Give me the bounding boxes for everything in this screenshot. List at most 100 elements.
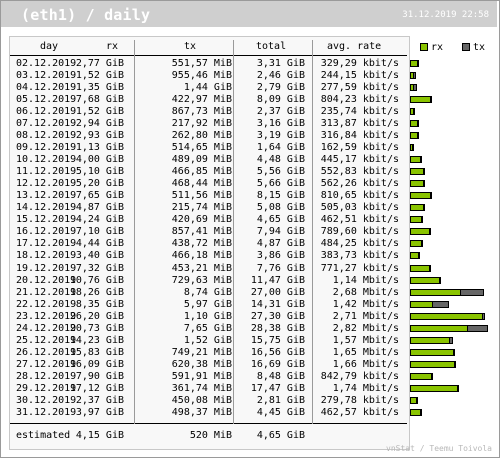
tx-bar	[423, 168, 425, 176]
row-rx: 3,40 GiB	[75, 250, 124, 262]
table-row: 15.12.2019 4,24 GiB 420,69 MiB 4,65 GiB 462,…	[0, 214, 500, 226]
row-avg-rate: 462,51 kbit/s	[320, 214, 399, 226]
rx-bar	[410, 360, 455, 368]
estimated-tx: 520 MiB	[189, 430, 232, 441]
row-total: 7,76 GiB	[256, 262, 305, 274]
row-avg-rate: 1,65 Mbit/s	[332, 346, 399, 358]
row-avg-rate: 552,83 kbit/s	[320, 166, 399, 178]
row-total: 3,86 GiB	[256, 250, 305, 262]
row-total: 4,65 GiB	[256, 214, 305, 226]
row-rx: 1,35 GiB	[75, 82, 124, 94]
estimated-total: 4,65 GiB	[256, 430, 305, 441]
row-day: 04.12.2019	[16, 82, 77, 94]
tx-bar	[413, 108, 415, 116]
table-row: 26.12.2019 15,83 GiB 749,21 MiB 16,56 GiB 1,…	[0, 347, 500, 359]
row-avg-rate: 789,60 kbit/s	[320, 226, 399, 238]
table-row: 19.12.2019 7,32 GiB 453,21 MiB 7,76 GiB 771,…	[0, 263, 500, 275]
table-row: 17.12.2019 4,44 GiB 438,72 MiB 4,87 GiB 484,…	[0, 238, 500, 250]
tx-bar	[460, 288, 484, 296]
row-rx: 7,68 GiB	[75, 94, 124, 106]
row-tx: 262,80 MiB	[171, 130, 232, 142]
rx-bar	[410, 324, 468, 332]
tx-bar	[421, 216, 423, 224]
col-header-total: total	[256, 41, 287, 52]
row-day: 03.12.2019	[16, 70, 77, 82]
row-tx: 453,21 MiB	[171, 262, 232, 274]
row-rx: 3,97 GiB	[75, 406, 124, 418]
tx-bar	[482, 312, 485, 320]
row-avg-rate: 810,65 kbit/s	[320, 190, 399, 202]
row-tx: 749,21 MiB	[171, 346, 232, 358]
row-total: 27,30 GiB	[250, 310, 305, 322]
row-day: 05.12.2019	[16, 94, 77, 106]
row-total: 1,64 GiB	[256, 142, 305, 154]
row-day: 31.12.2019	[16, 406, 77, 418]
row-total: 3,16 GiB	[256, 118, 305, 130]
rx-bar	[410, 96, 431, 104]
row-total: 5,56 GiB	[256, 166, 305, 178]
header-divider	[10, 55, 407, 56]
row-day: 02.12.2019	[16, 58, 77, 69]
row-tx: 955,46 MiB	[171, 70, 232, 82]
rx-bar	[410, 204, 424, 212]
row-total: 2,81 GiB	[256, 394, 305, 406]
row-rx: 2,37 GiB	[75, 394, 124, 406]
tx-bar	[417, 120, 419, 128]
row-tx: 466,85 MiB	[171, 166, 232, 178]
row-total: 7,94 GiB	[256, 226, 305, 238]
row-rx: 8,35 GiB	[75, 298, 124, 310]
legend-rx: rx	[420, 43, 443, 53]
table-row: 10.12.2019 4,00 GiB 489,09 MiB 4,48 GiB 445,…	[0, 154, 500, 166]
rx-bar	[410, 264, 430, 272]
tx-bar	[430, 96, 432, 104]
row-total: 2,37 GiB	[256, 106, 305, 118]
row-day: 17.12.2019	[16, 238, 77, 250]
row-rx: 14,23 GiB	[69, 334, 124, 346]
row-avg-rate: 462,57 kbit/s	[320, 406, 399, 418]
row-tx: 1,52 GiB	[183, 334, 232, 346]
rx-bar	[410, 192, 431, 200]
tx-bar	[432, 300, 449, 308]
row-day: 25.12.2019	[16, 334, 77, 346]
row-total: 8,09 GiB	[256, 94, 305, 106]
row-tx: 422,97 MiB	[171, 94, 232, 106]
row-total: 28,38 GiB	[250, 322, 305, 334]
generated-datetime: 31.12.2019 22:58	[402, 10, 489, 20]
tx-bar	[413, 84, 417, 92]
table-row: 03.12.2019 1,52 GiB 955,46 MiB 2,46 GiB 244,…	[0, 70, 500, 82]
row-day: 19.12.2019	[16, 262, 77, 274]
table-row: 08.12.2019 2,93 GiB 262,80 MiB 3,19 GiB 316,…	[0, 130, 500, 142]
col-header-tx: tx	[184, 41, 197, 52]
tx-bar	[417, 60, 419, 67]
table-row: 12.12.2019 5,20 GiB 468,44 MiB 5,66 GiB 562,…	[0, 178, 500, 190]
tx-bar	[454, 360, 456, 368]
row-rx: 4,44 GiB	[75, 238, 124, 250]
legend-rx-swatch	[420, 43, 428, 51]
row-tx: 498,37 MiB	[171, 406, 232, 418]
row-avg-rate: 244,15 kbit/s	[320, 70, 399, 82]
rx-bar	[410, 348, 454, 356]
tx-bar	[429, 264, 431, 272]
footer-credit: vnStat / Teemu Toivola	[386, 444, 492, 453]
tx-bar	[467, 324, 488, 332]
row-day: 28.12.2019	[16, 370, 77, 382]
row-avg-rate: 804,23 kbit/s	[320, 94, 399, 106]
estimated-row: estimated 4,15 GiB 520 MiB 4,65 GiB	[0, 430, 500, 442]
row-tx: 7,65 GiB	[183, 322, 232, 334]
row-rx: 5,10 GiB	[75, 166, 124, 178]
table-row: 02.12.2019 2,77 GiB 551,57 MiB 3,31 GiB 329,…	[0, 58, 500, 70]
table-row: 30.12.2019 2,37 GiB 450,08 MiB 2,81 GiB 279,…	[0, 395, 500, 407]
row-day: 11.12.2019	[16, 166, 77, 178]
row-avg-rate: 235,74 kbit/s	[320, 106, 399, 118]
row-tx: 551,57 MiB	[171, 58, 232, 69]
row-tx: 511,56 MiB	[171, 190, 232, 202]
row-avg-rate: 505,03 kbit/s	[320, 202, 399, 214]
row-avg-rate: 329,29 kbit/s	[320, 58, 399, 69]
estimate-divider	[10, 423, 407, 424]
rx-bar	[410, 228, 430, 236]
row-tx: 729,63 MiB	[171, 274, 232, 286]
tx-bar	[423, 204, 425, 212]
row-rx: 17,12 GiB	[69, 382, 124, 394]
row-total: 3,19 GiB	[256, 130, 305, 142]
table-row: 20.12.2019 10,76 GiB 729,63 MiB 11,47 GiB 1,…	[0, 275, 500, 287]
